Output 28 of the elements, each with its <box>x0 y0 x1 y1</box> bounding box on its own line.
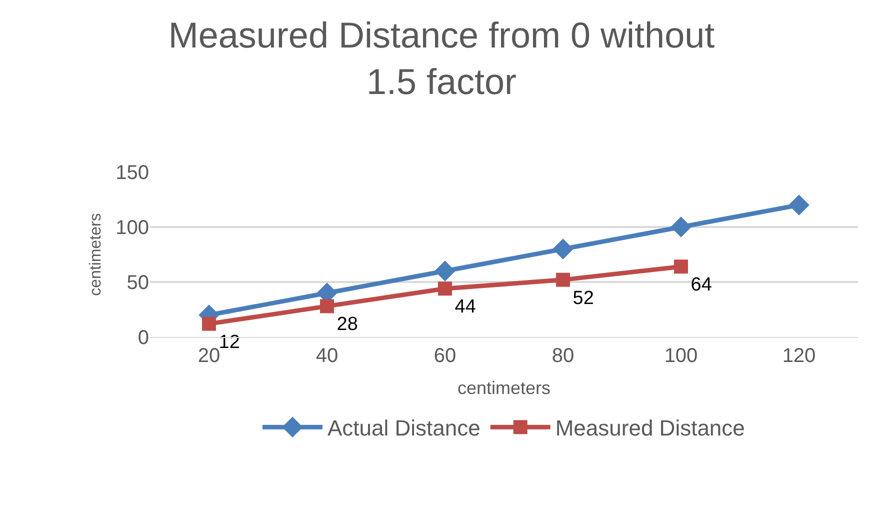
point <box>434 260 456 282</box>
point <box>788 194 810 216</box>
y-tick-label: 50 <box>126 272 149 294</box>
y-axis-title: centimeters <box>88 213 105 296</box>
point <box>670 216 692 238</box>
x-tick-label: 20 <box>198 345 220 367</box>
x-tick-label: 120 <box>782 345 816 367</box>
point <box>552 238 574 260</box>
point <box>674 260 688 274</box>
data-label: 28 <box>336 314 358 336</box>
x-tick-label: 80 <box>552 345 574 367</box>
point <box>438 282 452 296</box>
y-tick-label: 150 <box>116 162 149 184</box>
data-label: 64 <box>690 274 712 296</box>
x-tick-label: 60 <box>434 345 456 367</box>
legend-label: Actual Distance <box>328 416 480 441</box>
x-axis-title: centimeters <box>457 378 551 398</box>
data-label: 52 <box>572 288 594 309</box>
point <box>202 316 216 331</box>
x-tick-label: 100 <box>664 345 698 367</box>
data-label: 44 <box>454 296 476 318</box>
y-tick-label: 0 <box>138 327 149 349</box>
y-tick-label: 100 <box>116 217 149 239</box>
point <box>556 272 570 287</box>
chart-title: Measured Distance from 0 without 1.5 factor <box>168 14 715 102</box>
legend-label: Measured Distance <box>555 416 745 441</box>
point <box>320 299 334 314</box>
x-tick-label: 40 <box>316 345 338 367</box>
